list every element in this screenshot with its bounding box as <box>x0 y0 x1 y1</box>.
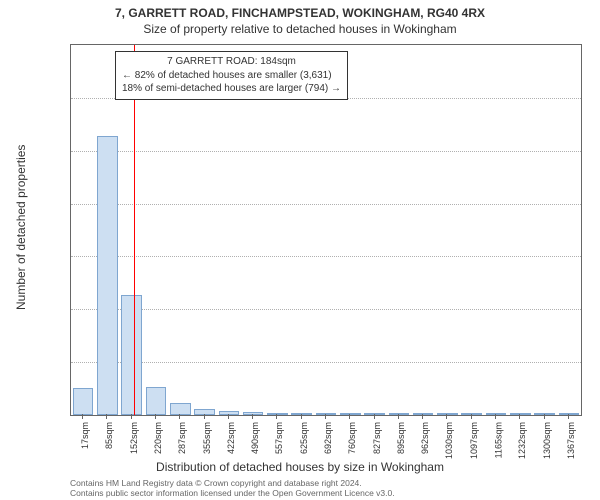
x-tick <box>519 414 520 419</box>
x-ticks: 17sqm85sqm152sqm220sqm287sqm355sqm422sqm… <box>70 414 580 464</box>
annotation-line: ← 82% of detached houses are smaller (3,… <box>122 69 341 83</box>
x-tick <box>301 414 302 419</box>
x-tick <box>325 414 326 419</box>
gridline <box>71 309 581 310</box>
x-tick <box>131 414 132 419</box>
chart-title-main: 7, GARRETT ROAD, FINCHAMPSTEAD, WOKINGHA… <box>0 0 600 20</box>
x-tick <box>471 414 472 419</box>
x-tick <box>349 414 350 419</box>
gridline <box>71 204 581 205</box>
footer-line2: Contains public sector information licen… <box>70 488 395 498</box>
footer-attribution: Contains HM Land Registry data © Crown c… <box>70 478 395 498</box>
x-tick <box>276 414 277 419</box>
x-tick <box>568 414 569 419</box>
chart-container: 7, GARRETT ROAD, FINCHAMPSTEAD, WOKINGHA… <box>0 0 600 500</box>
x-tick <box>495 414 496 419</box>
annotation-line: 18% of semi-detached houses are larger (… <box>122 82 341 96</box>
footer-line1: Contains HM Land Registry data © Crown c… <box>70 478 395 488</box>
y-ticks: 0500100015002000250030003500 <box>0 44 70 414</box>
gridline <box>71 256 581 257</box>
marker-line <box>134 45 135 415</box>
x-tick <box>398 414 399 419</box>
x-tick <box>179 414 180 419</box>
annotation-box: 7 GARRETT ROAD: 184sqm← 82% of detached … <box>115 51 348 100</box>
x-tick <box>544 414 545 419</box>
chart-title-sub: Size of property relative to detached ho… <box>0 20 600 36</box>
plot-area: 7 GARRETT ROAD: 184sqm← 82% of detached … <box>70 44 582 416</box>
x-tick <box>228 414 229 419</box>
x-axis-label: Distribution of detached houses by size … <box>0 460 600 474</box>
x-tick <box>106 414 107 419</box>
x-tick <box>82 414 83 419</box>
x-tick <box>446 414 447 419</box>
annotation-line: 7 GARRETT ROAD: 184sqm <box>122 55 341 69</box>
x-tick <box>204 414 205 419</box>
gridline <box>71 151 581 152</box>
bar <box>121 295 142 416</box>
bar <box>146 387 167 415</box>
x-tick <box>422 414 423 419</box>
x-tick <box>155 414 156 419</box>
x-tick <box>374 414 375 419</box>
x-tick <box>252 414 253 419</box>
gridline <box>71 362 581 363</box>
bar <box>97 136 118 415</box>
bar <box>73 388 94 415</box>
